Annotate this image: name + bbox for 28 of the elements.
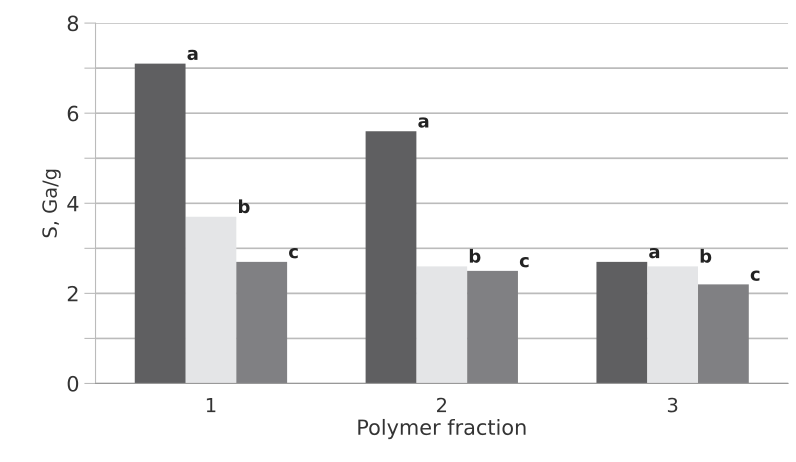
x-tick-label: 3 [668,398,678,412]
annotation: a [649,248,660,258]
bar [134,64,186,384]
annotation: c [289,248,298,258]
bar [467,270,518,384]
y-tick-label: 2 [68,286,78,302]
x-tick-label: 2 [437,398,446,412]
annotation: b [470,248,480,263]
y-axis-title: S, Ga/g [42,170,61,238]
annotation: b [239,199,250,214]
y-tick-label: 0 [68,376,78,392]
bar [698,284,749,384]
bar [416,266,468,384]
y-tick-label: 4 [67,196,78,212]
y-tick-label: 6 [68,106,78,122]
bar [647,266,698,384]
annotation: c [520,256,529,268]
bar [186,216,236,384]
y-tick-label: 8 [68,16,78,32]
annotation: b [700,248,712,263]
annotation: a [187,50,198,60]
x-tick-label: 1 [206,398,216,412]
annotation: a [418,117,428,128]
annotation: c [750,270,760,281]
x-axis-title: Polymer fraction [358,418,526,440]
bar [366,131,416,384]
bar [236,262,288,384]
bar [596,262,648,384]
